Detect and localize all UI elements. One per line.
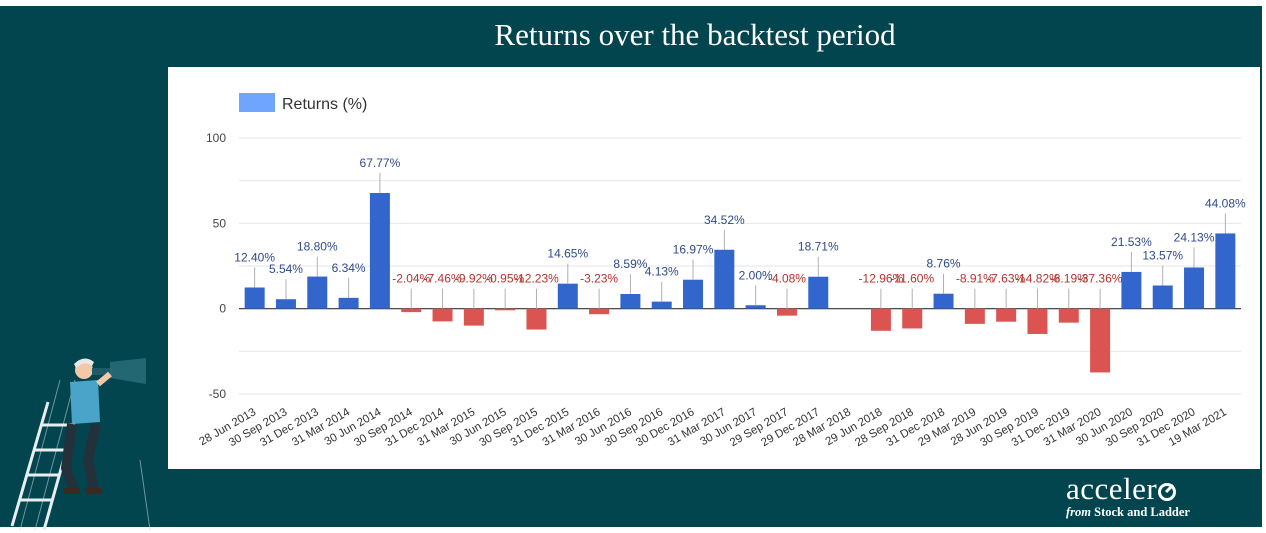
bar[interactable] [432,308,453,322]
data-label: -9.92% [455,272,493,286]
brand-tagline: from Stock and Ladder [1066,505,1190,519]
data-label: 2.00% [739,268,773,282]
bar[interactable] [1121,271,1142,309]
gridlines [239,137,1241,395]
brand-name: acceler [1066,473,1226,504]
data-labels: 12.40%5.54% 18.80% 6.34% 67.77% -2.04%-7.46%… [234,156,1246,309]
data-label: -2.04% [392,272,430,286]
data-label: -7.63% [987,272,1025,286]
data-label: 8.76% [927,257,961,271]
bar[interactable] [589,308,610,315]
data-label: -37.36% [1078,272,1123,286]
bar[interactable] [902,308,923,329]
bar[interactable] [495,308,516,311]
data-label: 6.34% [332,261,366,275]
bar[interactable] [1215,233,1236,309]
data-label: -3.23% [580,272,618,286]
chart-panel: Returns (%) 100 50 0 -50 12.40% 5.54% 18.80% 6… [168,67,1260,469]
data-label: 34.52% [704,213,745,227]
bar[interactable] [651,301,672,309]
bar[interactable] [1090,308,1111,373]
climber-illustration [10,358,151,530]
data-label: -12.23% [514,272,559,286]
data-label: -4.08% [768,272,806,286]
bar[interactable] [1058,308,1079,323]
data-label: 14.65% [547,247,588,261]
bar[interactable] [964,308,985,324]
data-label: -0.95% [486,272,524,286]
data-label: -12.96% [859,272,904,286]
bar[interactable] [933,293,954,309]
bar[interactable] [1184,267,1205,309]
data-label: -11.60% [890,272,934,286]
bar[interactable] [401,308,422,313]
bar[interactable] [776,308,797,316]
legend-label: Returns (%) [282,96,367,113]
bar[interactable] [307,276,328,309]
bar[interactable] [714,249,735,309]
bars [244,193,1236,373]
legend[interactable]: Returns (%) [239,93,367,113]
bar[interactable] [808,276,829,309]
y-tick-label: 100 [206,131,226,145]
data-label: 12.40% [234,251,275,265]
bar[interactable] [1027,308,1048,334]
data-label: 18.80% [297,240,338,254]
bar[interactable] [620,294,641,309]
bar[interactable] [338,297,359,309]
data-label: 8.59% [613,257,647,271]
legend-swatch [239,93,275,112]
data-label: 13.57% [1142,249,1183,263]
data-label: 5.54% [269,262,303,276]
y-tick-label: 0 [219,302,226,316]
data-label: 18.71% [798,240,839,254]
brand-logo: acceler from Stock and Ladder [1066,473,1226,520]
data-label: -8.91% [956,272,994,286]
data-label: -7.46% [424,272,462,286]
data-label: 24.13% [1174,230,1215,244]
y-tick-label: 50 [213,216,227,230]
bar[interactable] [244,287,265,309]
brand-mark-icon [1158,483,1177,501]
y-axis-ticks: 100 50 0 -50 [206,131,226,401]
bar[interactable] [745,305,766,309]
bar[interactable] [683,279,704,309]
data-label: 4.13% [645,265,679,279]
page-title: Returns over the backtest period [494,17,896,52]
data-label: 67.77% [360,156,401,170]
bar[interactable] [369,193,390,309]
bar[interactable] [870,308,891,331]
data-label: 44.08% [1205,196,1246,210]
y-tick-label: -50 [209,387,227,401]
data-label: -14.82% [1015,272,1060,286]
bar[interactable] [557,283,578,309]
bar[interactable] [996,308,1017,322]
bar[interactable] [275,299,296,309]
returns-bar-chart: Returns (%) 100 50 0 -50 12.40%5.54% 18.80% 6… [197,93,1246,449]
bar[interactable] [463,308,484,326]
bar[interactable] [1152,285,1173,309]
data-label: 21.53% [1111,235,1152,249]
data-label: -8.19% [1050,272,1088,286]
data-label: 16.97% [673,243,714,257]
bar[interactable] [526,308,547,330]
